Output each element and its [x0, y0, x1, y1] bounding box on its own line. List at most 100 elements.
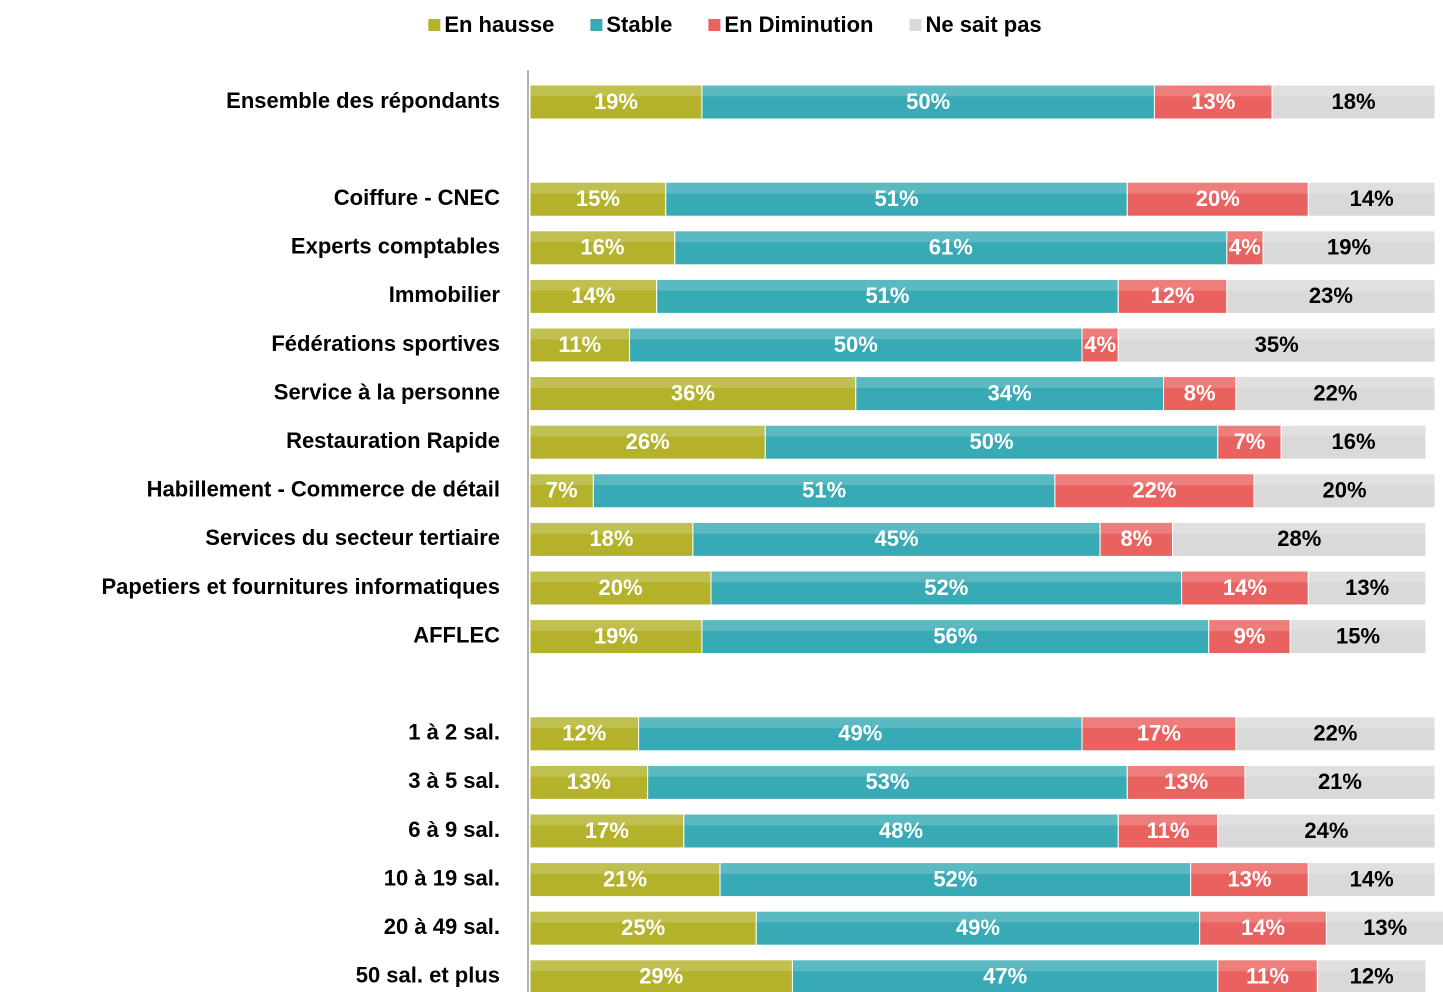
bar-segment [629, 327, 1083, 363]
category-label: Ensemble des répondants [226, 88, 500, 113]
bar-segment [1262, 230, 1436, 266]
value-label: 23% [1309, 283, 1353, 308]
category-label: Service à la personne [274, 379, 500, 404]
value-label: 14% [571, 283, 615, 308]
bar-shine [1254, 473, 1435, 486]
bar-segment [791, 959, 1219, 992]
bar-segment [1235, 376, 1436, 412]
value-label: 13% [1227, 866, 1271, 891]
value-label: 20% [598, 575, 642, 600]
value-label: 19% [1327, 235, 1371, 260]
bar-shine [530, 425, 766, 437]
value-label: 53% [865, 769, 909, 794]
value-label: 8% [1184, 380, 1216, 405]
value-label: 24% [1304, 818, 1348, 843]
bar-shine [530, 959, 793, 972]
bar-segment [529, 327, 631, 363]
bar-shine [756, 911, 1200, 923]
category-label: Fédérations sportives [271, 331, 500, 356]
bar-segment [665, 181, 1128, 217]
value-label: 26% [626, 429, 670, 454]
bar-shine [530, 765, 648, 777]
value-label: 29% [639, 964, 683, 989]
bar-shine [1118, 279, 1227, 291]
value-label: 20% [1196, 186, 1240, 211]
bar-segment [529, 862, 721, 898]
value-label: 11% [1147, 818, 1190, 843]
value-label: 22% [1313, 721, 1357, 746]
value-label: 21% [1318, 769, 1362, 794]
bar-shine [765, 425, 1218, 437]
value-label: 12% [1350, 964, 1394, 989]
value-label: 49% [956, 915, 1000, 940]
bar-segment [1307, 570, 1427, 606]
bar-shine [1308, 571, 1426, 583]
bar-shine [593, 473, 1055, 486]
bar-segment [529, 910, 757, 946]
value-label: 52% [924, 575, 968, 600]
bar-shine [530, 716, 639, 729]
bar-segment [647, 764, 1128, 800]
bar-segment [1054, 473, 1255, 509]
bar-shine [530, 328, 630, 340]
bar-segment [529, 376, 857, 412]
bar-shine [1281, 425, 1426, 437]
bar-shine [629, 328, 1083, 340]
bar-shine [1172, 522, 1426, 534]
value-label: 34% [988, 380, 1032, 405]
bar-shine [530, 522, 693, 534]
bar-shine [701, 619, 1209, 631]
bar-segment [1307, 862, 1436, 898]
bar-shine [701, 85, 1155, 97]
value-label: 18% [589, 526, 633, 551]
bar-segment [1199, 910, 1327, 946]
bar-segment [592, 473, 1056, 509]
value-label: 15% [576, 186, 620, 211]
bar-shine [530, 85, 702, 97]
bar-segment [1289, 619, 1427, 655]
bar-shine [530, 230, 675, 243]
bar-segment [1280, 424, 1427, 460]
legend-swatch [428, 19, 441, 31]
category-label: Coiffure - CNEC [334, 185, 500, 210]
value-label: 13% [1363, 915, 1407, 940]
bar-shine [683, 814, 1119, 826]
value-label: 25% [621, 915, 665, 940]
bar-shine [1235, 376, 1435, 388]
bar-segment [1117, 327, 1436, 363]
bar-segment [529, 473, 594, 509]
bar-shine [1100, 522, 1173, 534]
category-label: 50 sal. et plus [356, 963, 500, 988]
bar-shine [1190, 862, 1309, 874]
bar-segment [1163, 376, 1237, 412]
bar-shine [792, 959, 1218, 972]
value-label: 19% [594, 89, 638, 114]
category-label: 10 à 19 sal. [384, 865, 500, 890]
value-label: 16% [1332, 429, 1376, 454]
bar-segment [529, 230, 676, 266]
bar-segment [1217, 424, 1282, 460]
category-label: Services du secteur tertiaire [205, 525, 500, 550]
bar-segment [1307, 181, 1436, 217]
bar-segment [1208, 619, 1291, 655]
bar-shine [1308, 182, 1435, 194]
bar-shine [720, 862, 1191, 874]
bar-shine [1326, 911, 1443, 923]
value-label: 22% [1132, 478, 1176, 503]
value-label: 7% [1234, 429, 1266, 454]
category-label: Immobilier [389, 282, 501, 307]
category-label: Experts comptables [291, 234, 500, 259]
legend-label: Stable [606, 12, 672, 37]
value-label: 14% [1350, 866, 1394, 891]
bar-shine [1154, 85, 1273, 97]
value-label: 7% [546, 478, 578, 503]
bar-segment [1081, 716, 1237, 752]
bar-segment [529, 424, 766, 460]
value-label: 13% [567, 769, 611, 794]
bar-segment [529, 278, 658, 314]
bar-segment [529, 619, 703, 655]
bar-shine [665, 182, 1128, 194]
bar-segment [1190, 862, 1309, 898]
bar-segment [755, 910, 1201, 946]
bar-segment [529, 570, 712, 606]
